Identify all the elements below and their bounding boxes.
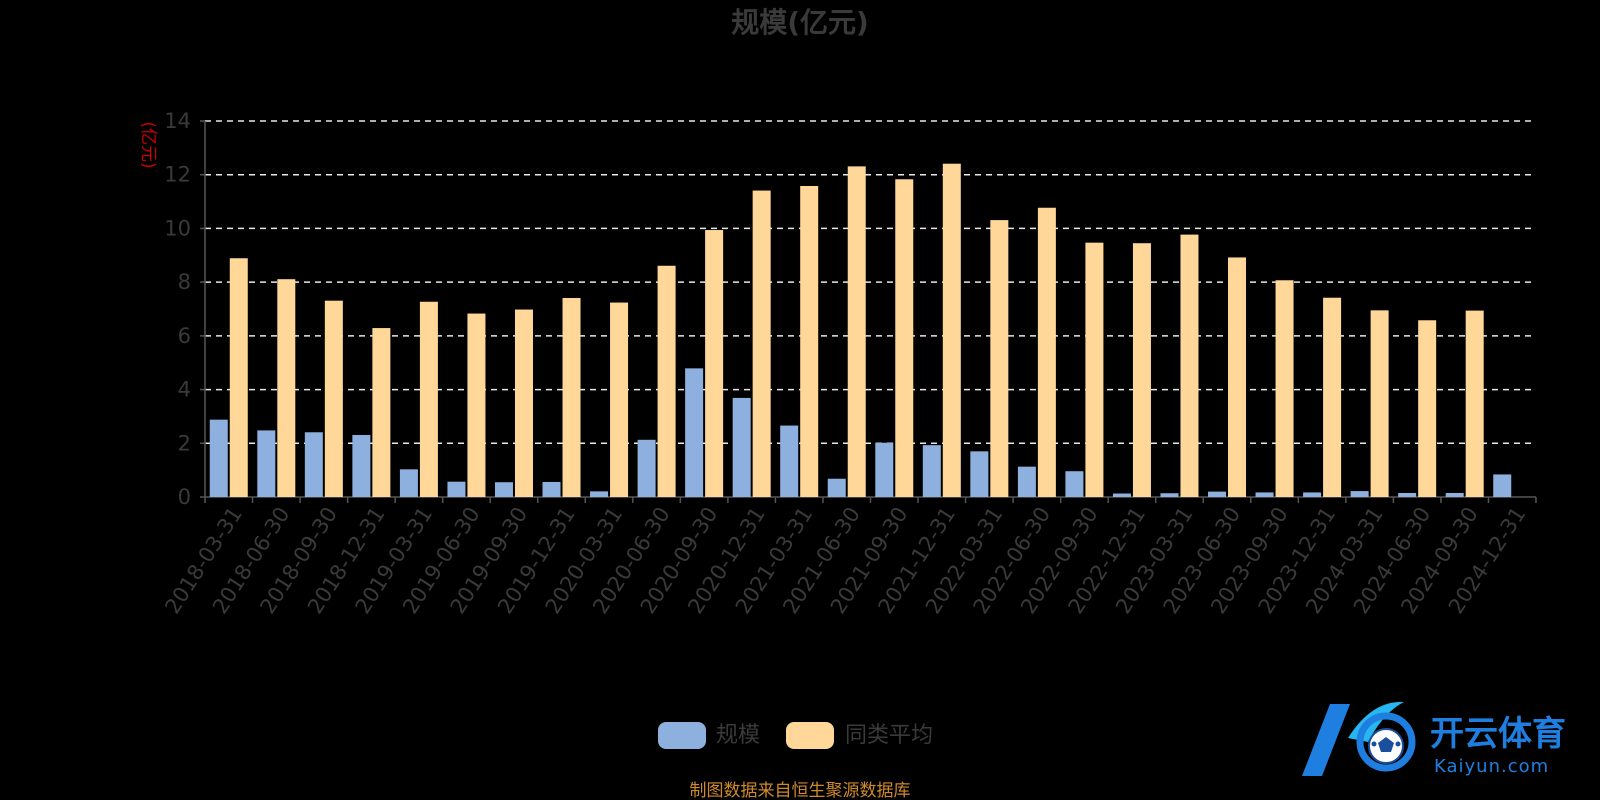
y-tick-label-6: 6 bbox=[178, 324, 191, 348]
y-tick-label-4: 4 bbox=[178, 378, 191, 402]
bar-scale-2023-12-31[interactable] bbox=[1303, 492, 1322, 497]
bar-average-2022-06-30[interactable] bbox=[1037, 207, 1056, 497]
bar-scale-2023-09-30[interactable] bbox=[1255, 492, 1274, 497]
y-tick-label-0: 0 bbox=[178, 485, 191, 509]
legend-label-scale[interactable]: 规模 bbox=[716, 723, 760, 748]
bar-average-2024-06-30[interactable] bbox=[1418, 320, 1437, 497]
bar-scale-2019-03-31[interactable] bbox=[399, 469, 418, 497]
bar-scale-2021-06-30[interactable] bbox=[827, 478, 846, 497]
bar-scale-2020-09-30[interactable] bbox=[685, 368, 704, 497]
data-source-note: 制图数据来自恒生聚源数据库 bbox=[690, 781, 911, 800]
y-tick-label-14: 14 bbox=[164, 109, 191, 133]
bar-average-2024-03-31[interactable] bbox=[1370, 310, 1389, 497]
bar-scale-2019-12-31[interactable] bbox=[542, 481, 561, 497]
bar-average-2021-12-31[interactable] bbox=[942, 163, 961, 497]
bar-scale-2019-06-30[interactable] bbox=[447, 481, 466, 497]
bar-average-2019-06-30[interactable] bbox=[467, 313, 486, 497]
bar-scale-2020-12-31[interactable] bbox=[732, 397, 751, 497]
bar-average-2020-03-31[interactable] bbox=[610, 302, 629, 497]
legend-swatch-category-average[interactable] bbox=[786, 722, 834, 749]
bar-average-2021-09-30[interactable] bbox=[895, 179, 914, 497]
legend-label-category-average[interactable]: 同类平均 bbox=[845, 723, 933, 748]
kaiyun-logo-mark-icon bbox=[1302, 701, 1416, 776]
bar-scale-2022-09-30[interactable] bbox=[1065, 471, 1084, 497]
y-tick-label-12: 12 bbox=[164, 163, 191, 187]
bar-average-2018-06-30[interactable] bbox=[277, 279, 296, 497]
watermark-name-en: Kaiyun.com bbox=[1434, 756, 1549, 777]
bar-scale-2022-06-30[interactable] bbox=[1017, 466, 1036, 497]
bar-average-2018-12-31[interactable] bbox=[372, 328, 391, 497]
legend-swatch-scale[interactable] bbox=[658, 722, 706, 749]
chart-title: 规模(亿元) bbox=[731, 6, 869, 39]
watermark-name-cn: 开云体育 bbox=[1430, 714, 1566, 754]
bar-scale-2021-03-31[interactable] bbox=[780, 425, 799, 497]
bar-average-2018-03-31[interactable] bbox=[229, 258, 248, 497]
bar-scale-2024-06-30[interactable] bbox=[1398, 492, 1417, 497]
bar-average-2023-09-30[interactable] bbox=[1275, 280, 1294, 497]
bar-scale-2023-03-31[interactable] bbox=[1160, 493, 1179, 497]
bar-scale-2022-03-31[interactable] bbox=[970, 451, 989, 497]
bar-average-2023-03-31[interactable] bbox=[1180, 234, 1199, 497]
bar-scale-2018-12-31[interactable] bbox=[352, 434, 371, 497]
bar-scale-2018-09-30[interactable] bbox=[304, 432, 323, 497]
y-axis-unit-label: (亿元) bbox=[138, 121, 158, 168]
bar-scale-2024-03-31[interactable] bbox=[1350, 491, 1369, 497]
bar-average-2019-12-31[interactable] bbox=[562, 297, 581, 497]
bar-scale-2021-09-30[interactable] bbox=[875, 442, 894, 497]
bar-average-2022-12-31[interactable] bbox=[1132, 243, 1151, 497]
y-tick-label-2: 2 bbox=[178, 431, 191, 455]
y-tick-labels: 0 2 4 6 8 10 12 14 bbox=[164, 109, 191, 509]
bar-average-2023-12-31[interactable] bbox=[1323, 297, 1342, 497]
bar-scale-2020-06-30[interactable] bbox=[637, 439, 656, 497]
bar-scale-2022-12-31[interactable] bbox=[1112, 493, 1131, 497]
bar-scale-2021-12-31[interactable] bbox=[922, 445, 941, 497]
bar-average-2024-09-30[interactable] bbox=[1465, 310, 1484, 497]
bar-scale-2024-09-30[interactable] bbox=[1445, 492, 1464, 497]
bar-scale-2023-06-30[interactable] bbox=[1208, 491, 1227, 497]
x-tick-labels: 2018-03-312018-06-302018-09-302018-12-31… bbox=[160, 503, 1530, 618]
bar-average-2018-09-30[interactable] bbox=[324, 300, 343, 497]
bar-average-2020-06-30[interactable] bbox=[657, 265, 676, 497]
y-tick-label-10: 10 bbox=[164, 216, 191, 240]
bar-scale-2020-03-31[interactable] bbox=[590, 491, 609, 497]
bar-average-2021-06-30[interactable] bbox=[847, 166, 866, 498]
bar-scale-2019-09-30[interactable] bbox=[494, 482, 513, 497]
y-tick-label-8: 8 bbox=[178, 270, 191, 294]
bar-average-2020-09-30[interactable] bbox=[705, 230, 724, 498]
bars bbox=[209, 163, 1512, 498]
bar-average-2019-03-31[interactable] bbox=[419, 301, 438, 497]
bar-average-2022-09-30[interactable] bbox=[1085, 242, 1104, 497]
bar-average-2022-03-31[interactable] bbox=[990, 220, 1009, 498]
bar-average-2019-09-30[interactable] bbox=[514, 309, 533, 497]
bar-scale-2018-03-31[interactable] bbox=[209, 419, 228, 497]
bar-scale-2018-06-30[interactable] bbox=[257, 430, 276, 497]
bar-average-2021-03-31[interactable] bbox=[800, 185, 819, 497]
watermark-logo: 开云体育 Kaiyun.com bbox=[1302, 701, 1566, 777]
bar-average-2020-12-31[interactable] bbox=[752, 190, 771, 497]
bar-average-2023-06-30[interactable] bbox=[1228, 257, 1247, 497]
legend: 规模 同类平均 bbox=[658, 722, 933, 749]
bar-scale-2024-12-31[interactable] bbox=[1493, 474, 1512, 497]
